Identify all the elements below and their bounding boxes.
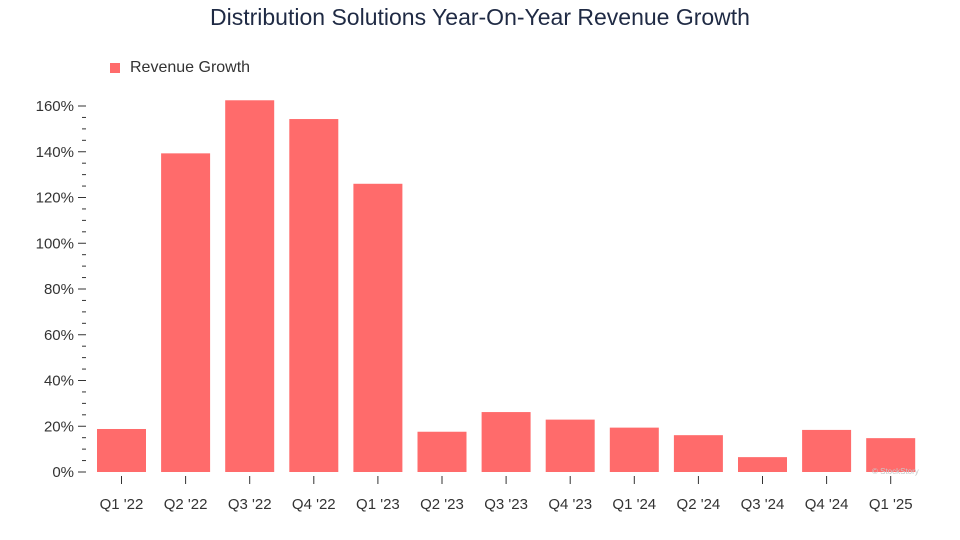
y-tick-label: 0% [52, 464, 74, 481]
y-tick-label: 20% [44, 418, 74, 435]
chart-title: Distribution Solutions Year-On-Year Reve… [210, 4, 750, 30]
bar[interactable] [481, 412, 531, 472]
y-tick-label: 100% [36, 235, 74, 252]
x-tick-label: Q4 '23 [548, 496, 592, 513]
x-tick-label: Q3 '23 [484, 496, 528, 513]
x-tick-label: Q3 '24 [741, 496, 785, 513]
bar[interactable] [609, 427, 659, 472]
x-tick-label: Q1 '22 [100, 496, 144, 513]
x-tick-label: Q1 '25 [869, 496, 913, 513]
legend-swatch [110, 63, 120, 73]
bar[interactable] [738, 457, 787, 472]
bar[interactable] [289, 119, 339, 472]
y-tick-label: 120% [36, 190, 74, 207]
legend-label: Revenue Growth [130, 59, 251, 76]
y-tick-label: 40% [44, 373, 74, 390]
bar[interactable] [417, 431, 467, 472]
bar[interactable] [97, 428, 146, 472]
x-tick-label: Q1 '23 [356, 496, 400, 513]
bar[interactable] [802, 429, 852, 472]
bar[interactable] [353, 183, 403, 472]
bar[interactable] [866, 438, 916, 472]
x-tick-label: Q2 '24 [677, 496, 721, 513]
y-tick-label: 80% [44, 281, 74, 298]
y-tick-label: 140% [36, 144, 74, 161]
x-tick-label: Q3 '22 [228, 496, 272, 513]
bar[interactable] [545, 419, 595, 472]
x-tick-label: Q2 '23 [420, 496, 464, 513]
bar[interactable] [225, 100, 275, 472]
watermark: © StockStory [872, 467, 919, 476]
bar[interactable] [161, 153, 211, 472]
bar[interactable] [673, 435, 723, 472]
legend[interactable]: Revenue Growth [110, 59, 250, 77]
x-tick-label: Q4 '24 [805, 496, 849, 513]
x-tick-label: Q1 '24 [612, 496, 656, 513]
x-tick-label: Q4 '22 [292, 496, 336, 513]
y-tick-label: 160% [36, 98, 74, 115]
y-tick-label: 60% [44, 327, 74, 344]
x-tick-label: Q2 '22 [164, 496, 208, 513]
